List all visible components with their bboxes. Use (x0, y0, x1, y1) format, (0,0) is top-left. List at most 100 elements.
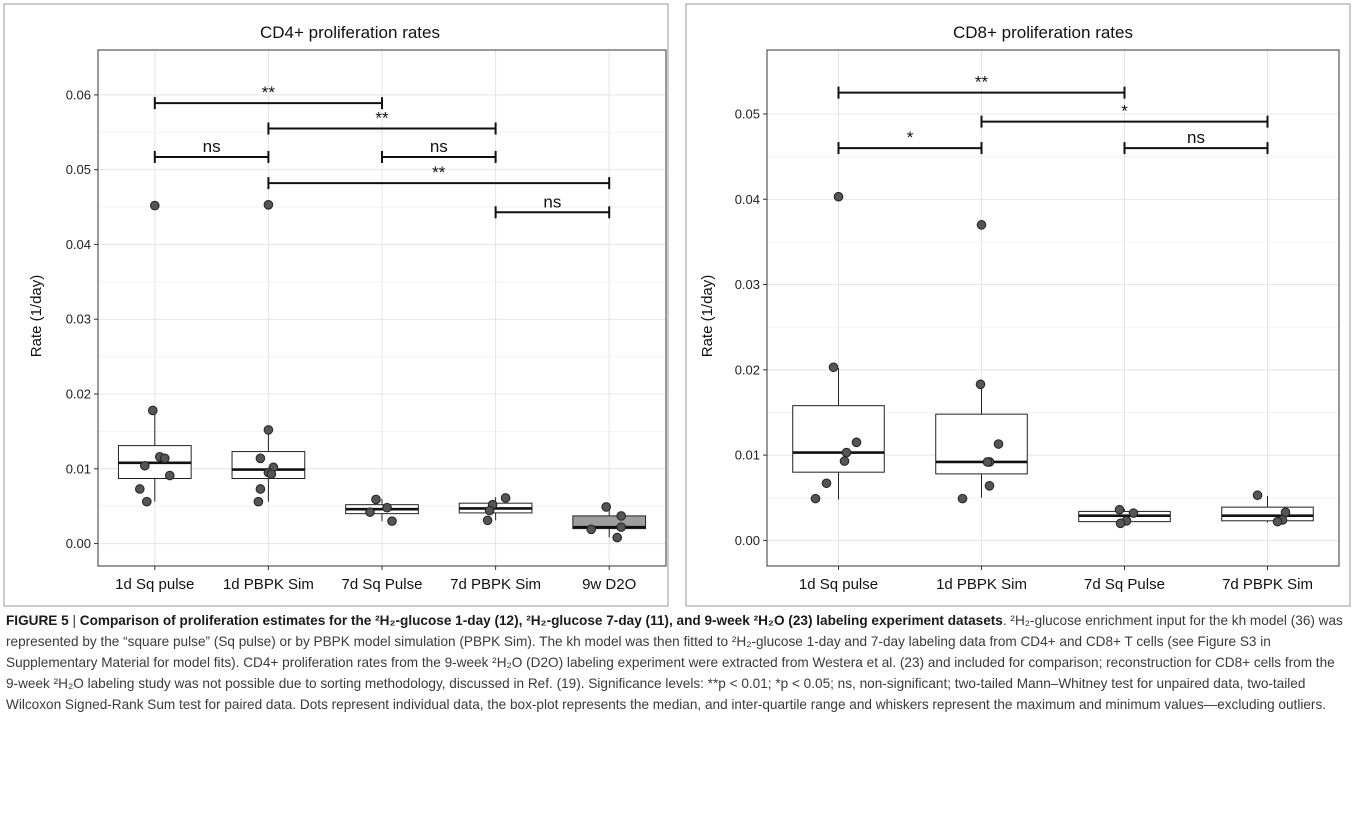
figure-label: FIGURE 5 (6, 613, 69, 628)
data-point (135, 484, 145, 494)
significance-bracket: ns (153, 137, 270, 163)
plot-border (97, 49, 667, 567)
data-point (612, 532, 623, 543)
significance-label: ns (543, 192, 561, 211)
data-point (387, 516, 397, 526)
significance-bracket: ns (494, 192, 611, 219)
data-point (1128, 508, 1139, 518)
significance-label: * (907, 128, 914, 147)
significance-bracket: * (837, 128, 983, 155)
y-tick-label: 0.05 (66, 162, 91, 177)
significance-bracket: ** (267, 163, 611, 190)
data-point (828, 362, 839, 373)
data-point (371, 494, 381, 505)
data-point (253, 496, 264, 507)
x-tick-label: 9w D2O (582, 576, 636, 593)
y-tick-label: 0.00 (66, 536, 91, 551)
figure-title: Comparison of proliferation estimates fo… (79, 613, 1003, 628)
data-point (957, 493, 968, 504)
significance-bracket: ** (267, 109, 497, 135)
y-tick-label: 0.01 (66, 461, 91, 476)
data-point (821, 478, 832, 489)
data-point (810, 493, 821, 504)
y-tick-label: 0.02 (66, 387, 91, 402)
box (792, 405, 885, 473)
significance-label: ** (375, 109, 389, 128)
data-point (616, 511, 627, 521)
y-tick-label: 0.00 (735, 533, 760, 548)
data-point (586, 524, 597, 535)
x-tick-label: 1d PBPK Sim (223, 576, 314, 593)
data-point (1272, 516, 1283, 527)
significance-label: ns (1187, 128, 1205, 147)
box-group (935, 220, 1028, 504)
chart-title: CD4+ proliferation rates (260, 23, 440, 42)
y-tick-label: 0.04 (735, 192, 760, 207)
x-tick-label: 1d Sq pulse (799, 576, 878, 593)
data-point (263, 425, 274, 435)
x-tick-label: 7d PBPK Sim (450, 576, 541, 593)
figure-caption: FIGURE 5 | Comparison of proliferation e… (6, 610, 1348, 715)
data-point (140, 460, 150, 471)
cd8-plot-area: 0.00 0.01 0.02 0.03 0.04 0.05 1d Sq pulse 1d PB… (735, 49, 1340, 593)
data-point (160, 453, 170, 464)
data-point (263, 200, 274, 210)
data-point (833, 191, 844, 202)
cd4-plot-area: 0.00 0.01 0.02 0.03 0.04 0.05 0.06 1d Sq pulse 1… (66, 49, 667, 593)
data-point (616, 522, 627, 532)
caption-separator: | (68, 613, 80, 628)
data-point (982, 457, 993, 467)
box (935, 413, 1028, 475)
data-point (839, 456, 850, 466)
y-tick-label: 0.05 (735, 106, 760, 121)
significance-bracket: ns (381, 137, 497, 163)
x-tick-label: 1d Sq pulse (115, 576, 194, 593)
data-point (148, 405, 158, 416)
significance-label: ** (262, 83, 276, 102)
significance-bracket: ns (1123, 128, 1269, 155)
box-group (458, 493, 533, 526)
figure-area: CD4+ proliferation rates Rate (1/day) 0.… (3, 3, 1351, 607)
box-group (792, 191, 885, 504)
box-group (572, 502, 647, 543)
data-point (142, 496, 152, 507)
significance-label: ns (430, 137, 448, 156)
data-point (382, 502, 392, 513)
y-tick-label: 0.06 (66, 87, 91, 102)
significance-label: * (1121, 102, 1128, 121)
chart-title: CD8+ proliferation rates (953, 23, 1133, 42)
x-tick-label: 7d Sq Pulse (1084, 576, 1165, 593)
box-group (1221, 490, 1314, 527)
box-group (345, 494, 419, 526)
significance-label: ns (203, 137, 221, 156)
significance-label: ** (975, 73, 989, 92)
caption-body: . ²H₂-glucose enrichment input for the k… (6, 613, 1343, 712)
data-point (266, 469, 277, 479)
significance-bracket: ** (837, 73, 1126, 99)
box-group (231, 200, 306, 507)
data-point (984, 481, 995, 491)
data-point (255, 453, 266, 464)
data-point (1114, 504, 1125, 515)
plot-border (766, 49, 1340, 567)
data-point (1115, 518, 1126, 529)
data-point (841, 447, 852, 458)
data-point (993, 439, 1004, 449)
x-tick-label: 7d Sq Pulse (342, 576, 423, 593)
x-tick-label: 7d PBPK Sim (1222, 576, 1313, 593)
cd4-panel-frame (3, 3, 669, 607)
y-tick-label: 0.02 (735, 362, 760, 377)
significance-label: ** (432, 163, 446, 182)
data-point (482, 515, 493, 526)
data-point (500, 493, 511, 503)
x-tick-label: 1d PBPK Sim (936, 576, 1027, 593)
y-tick-label: 0.03 (66, 312, 91, 327)
data-point (975, 379, 986, 390)
cd4-chart: CD4+ proliferation rates Rate (1/day) 0.… (28, 23, 667, 593)
y-axis-label: Rate (1/day) (699, 275, 716, 358)
data-point (150, 200, 160, 211)
box-group (117, 200, 192, 507)
box-group (1078, 504, 1171, 529)
y-tick-label: 0.03 (735, 277, 760, 292)
data-point (601, 502, 612, 512)
